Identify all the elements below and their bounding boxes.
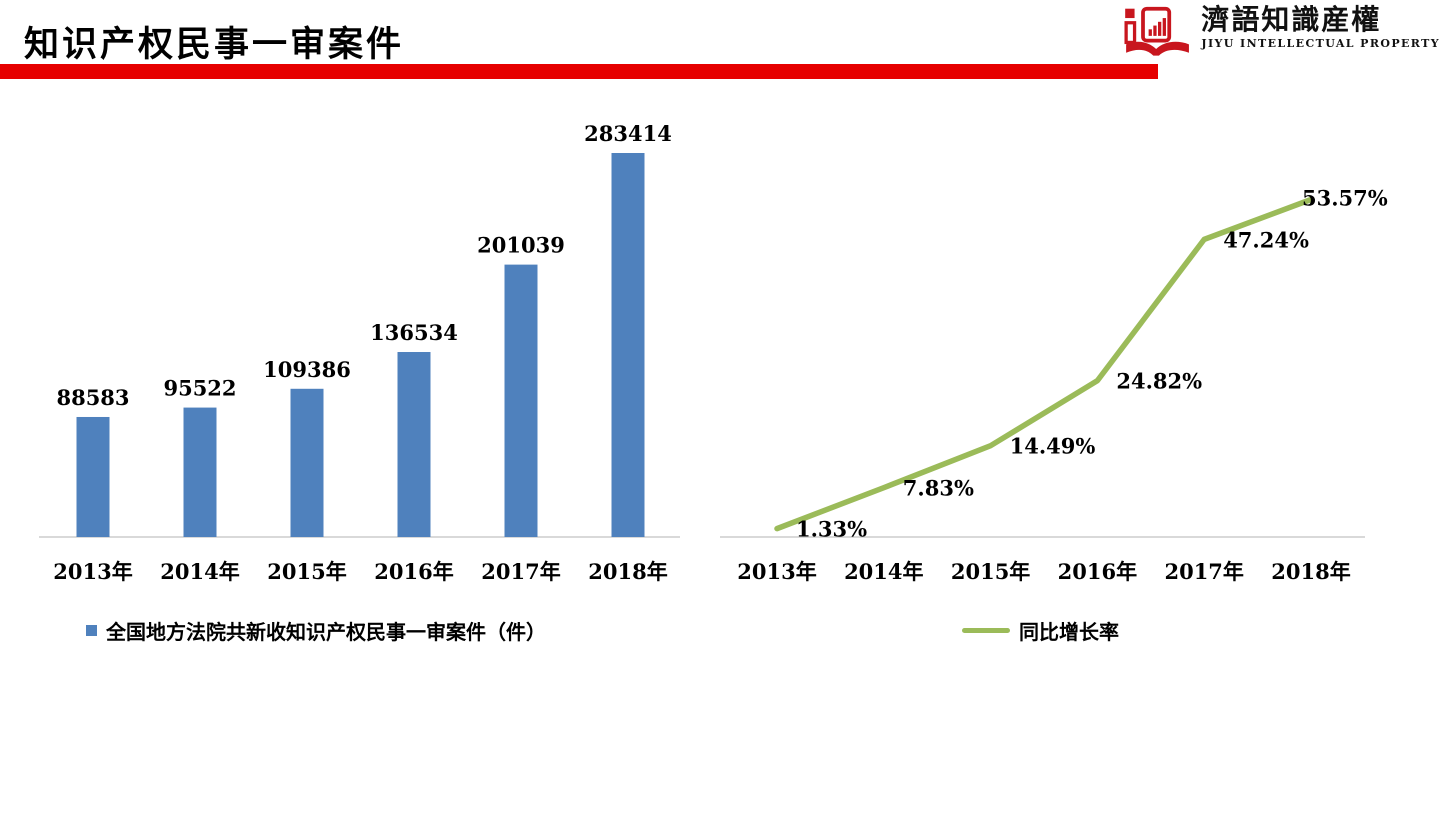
bar-chart-legend: 全国地方法院共新收知识产权民事一审案件（件）	[86, 616, 546, 645]
bar-2014年	[183, 407, 217, 537]
growth-line	[774, 196, 1314, 532]
bar-value-label: 109386	[263, 357, 351, 382]
x-tick-label: 2018年	[588, 559, 667, 584]
point-value-label: 1.33%	[796, 517, 867, 542]
line-legend-label: 同比增长率	[1019, 620, 1119, 644]
x-tick-label: 2015年	[951, 559, 1030, 584]
x-tick-label: 2017年	[481, 559, 560, 584]
point-value-label: 24.82%	[1116, 369, 1202, 394]
point-value-label: 47.24%	[1223, 227, 1309, 252]
bar-value-label: 136534	[370, 320, 458, 345]
x-tick-label: 2014年	[844, 559, 923, 584]
bar-2015年	[290, 388, 324, 537]
x-tick-label: 2016年	[1058, 559, 1137, 584]
x-tick-label: 2013年	[53, 559, 132, 584]
x-tick-label: 2015年	[267, 559, 346, 584]
legend-line-icon	[962, 628, 1010, 633]
legend-square-icon	[86, 625, 97, 636]
cases-bar-chart: 88583 2013年 95522 2014年 109386 2015年 136534 201…	[39, 121, 680, 584]
bar-value-label: 88583	[56, 385, 129, 410]
x-tick-label: 2016年	[374, 559, 453, 584]
x-tick-label: 2014年	[160, 559, 239, 584]
bar-2016年	[397, 352, 431, 537]
bar-value-label: 95522	[163, 376, 236, 401]
title-underline	[0, 64, 1158, 79]
bar-2013年	[76, 416, 110, 537]
bar-value-label: 201039	[477, 233, 565, 258]
logo-book-icon	[1124, 6, 1190, 56]
point-value-label: 7.83%	[903, 476, 974, 501]
growth-line-chart: 1.33% 2013年 7.83% 2014年 14.49% 2015年 24.82% 201…	[720, 186, 1388, 584]
bar-legend-label: 全国地方法院共新收知识产权民事一审案件（件）	[106, 620, 546, 644]
page-title: 知识产权民事一审案件	[24, 24, 405, 65]
line-chart-legend: 同比增长率	[962, 616, 1119, 645]
bar-2017年	[504, 264, 538, 537]
logo: 濟語知識産權 JIYU INTELLECTUAL PROPERTY	[1122, 3, 1440, 64]
x-tick-label: 2013年	[737, 559, 816, 584]
x-tick-label: 2018年	[1271, 559, 1350, 584]
logo-name-cn: 濟語知識産權	[1201, 3, 1382, 36]
point-value-label: 53.57%	[1302, 186, 1388, 211]
logo-text: 濟語知識産權 JIYU INTELLECTUAL PROPERTY	[1201, 3, 1440, 51]
bar-value-label: 283414	[584, 121, 672, 146]
point-value-label: 14.49%	[1010, 434, 1096, 459]
x-tick-label: 2017年	[1164, 559, 1243, 584]
logo-name-en: JIYU INTELLECTUAL PROPERTY	[1201, 37, 1440, 51]
bar-2018年	[611, 153, 645, 537]
